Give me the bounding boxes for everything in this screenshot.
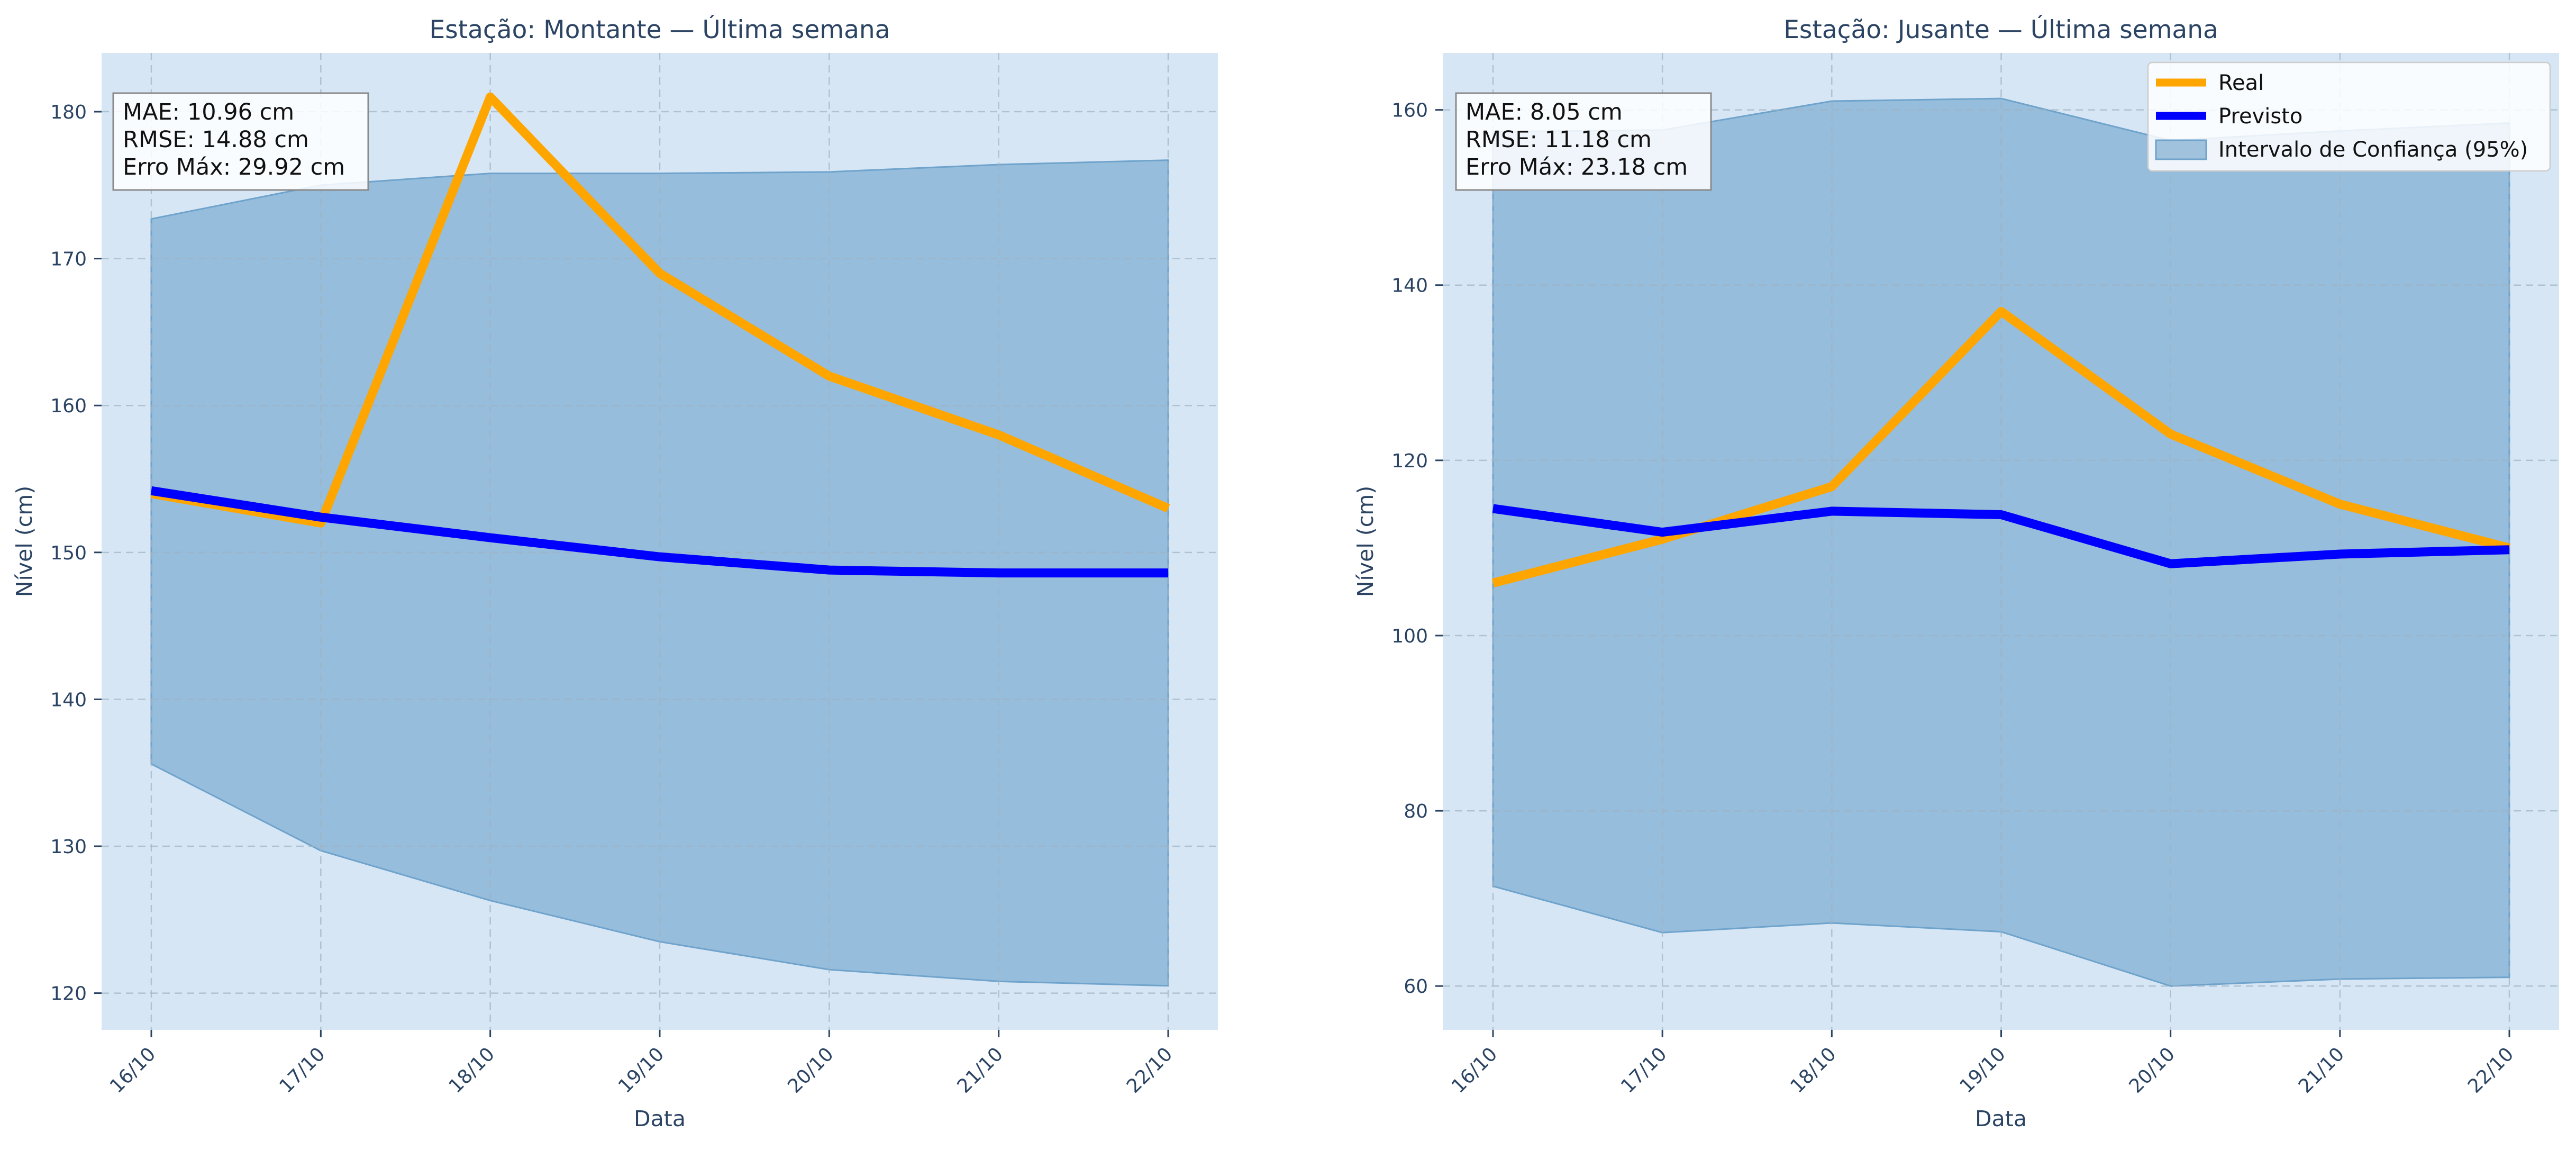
x-tick-label: 20/10 bbox=[2125, 1043, 2179, 1097]
chart-title: Estação: Montante — Última semana bbox=[430, 15, 890, 44]
y-tick-label: 120 bbox=[50, 983, 87, 1005]
y-tick-label: 140 bbox=[1391, 275, 1428, 297]
legend-label: Previsto bbox=[2218, 104, 2302, 129]
stats-line-rmse: RMSE: 14.88 cm bbox=[123, 126, 309, 153]
x-tick-label: 17/10 bbox=[275, 1043, 329, 1097]
chart-panel-montante: 120 130 140 150 160 170 180 16/10 17/10 18/10 19/1… bbox=[12, 15, 1218, 1131]
stats-line-max-error: Erro Máx: 29.92 cm bbox=[123, 154, 345, 180]
y-tick-label: 160 bbox=[1391, 100, 1428, 122]
x-tick-label: 17/10 bbox=[1617, 1043, 1671, 1097]
y-axis-label: Nível (cm) bbox=[12, 486, 37, 597]
x-tick-label: 18/10 bbox=[445, 1043, 499, 1097]
stats-line-max-error: Erro Máx: 23.18 cm bbox=[1466, 154, 1688, 180]
y-tick-label: 160 bbox=[50, 395, 87, 417]
y-tick-label: 100 bbox=[1391, 626, 1428, 647]
legend: Real Previsto Intervalo de Confiança (95%) bbox=[2148, 62, 2550, 171]
stats-line-rmse: RMSE: 11.18 cm bbox=[1466, 126, 1652, 153]
x-axis-label: Data bbox=[1975, 1106, 2027, 1131]
stats-line-mae: MAE: 10.96 cm bbox=[123, 99, 294, 125]
stats-line-mae: MAE: 8.05 cm bbox=[1466, 99, 1623, 125]
y-tick-label: 120 bbox=[1391, 450, 1428, 472]
x-tick-label: 22/10 bbox=[2464, 1043, 2518, 1097]
x-axis-label: Data bbox=[634, 1106, 686, 1131]
legend-swatch-interval bbox=[2156, 140, 2206, 159]
chart-title: Estação: Jusante — Última semana bbox=[1783, 15, 2218, 44]
x-tick-label: 18/10 bbox=[1786, 1043, 1840, 1097]
legend-label: Intervalo de Confiança (95%) bbox=[2218, 138, 2528, 162]
chart-panel-jusante: 60 80 100 120 140 160 16/10 17/10 18/10 19/10 20/1… bbox=[1353, 15, 2559, 1131]
y-tick-label: 150 bbox=[50, 542, 87, 564]
x-tick-label: 16/10 bbox=[106, 1043, 160, 1097]
x-tick-label: 20/10 bbox=[784, 1043, 838, 1097]
y-tick-label: 60 bbox=[1404, 976, 1428, 998]
x-tick-label: 21/10 bbox=[953, 1043, 1007, 1097]
x-tick-label: 21/10 bbox=[2295, 1043, 2349, 1097]
legend-label: Real bbox=[2218, 71, 2264, 95]
y-tick-label: 140 bbox=[50, 689, 87, 711]
x-tick-label: 22/10 bbox=[1123, 1043, 1177, 1097]
x-tick-label: 19/10 bbox=[614, 1043, 668, 1097]
y-tick-label: 180 bbox=[50, 102, 87, 123]
y-tick-label: 130 bbox=[50, 836, 87, 858]
y-tick-label: 80 bbox=[1404, 801, 1428, 822]
x-tick-label: 19/10 bbox=[1956, 1043, 2010, 1097]
x-tick-label: 16/10 bbox=[1448, 1043, 1501, 1097]
y-axis-label: Nível (cm) bbox=[1353, 486, 1378, 597]
y-tick-label: 170 bbox=[50, 249, 87, 270]
